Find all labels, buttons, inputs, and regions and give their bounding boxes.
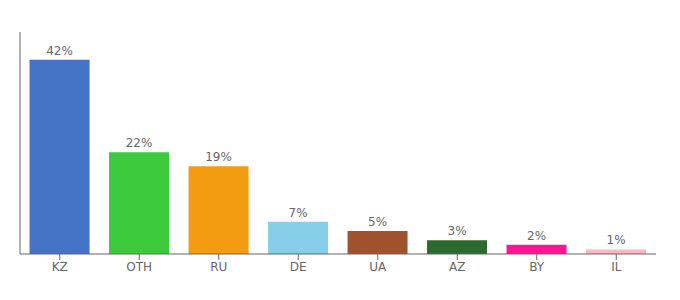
svg-text:19%: 19%	[205, 150, 232, 164]
svg-text:42%: 42%	[46, 44, 73, 58]
svg-text:2%: 2%	[527, 229, 546, 243]
svg-text:DE: DE	[290, 260, 307, 274]
svg-text:22%: 22%	[126, 136, 153, 150]
svg-text:UA: UA	[369, 260, 387, 274]
svg-text:RU: RU	[210, 260, 227, 274]
svg-text:5%: 5%	[368, 215, 387, 229]
svg-text:3%: 3%	[448, 224, 467, 238]
svg-text:OTH: OTH	[126, 260, 152, 274]
svg-text:1%: 1%	[607, 233, 626, 247]
svg-text:BY: BY	[529, 260, 545, 274]
svg-text:IL: IL	[611, 260, 622, 274]
svg-text:7%: 7%	[289, 206, 308, 220]
svg-text:KZ: KZ	[52, 260, 68, 274]
svg-text:AZ: AZ	[449, 260, 465, 274]
